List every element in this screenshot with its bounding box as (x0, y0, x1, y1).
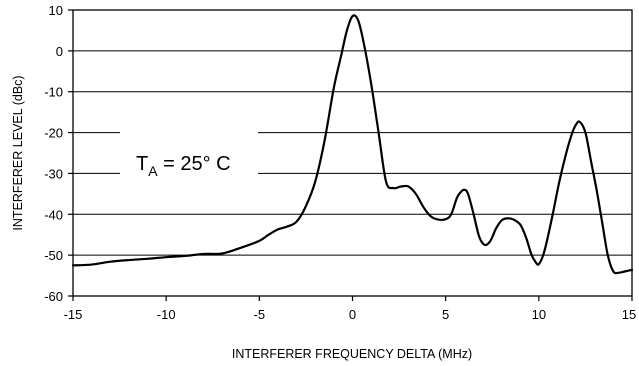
y-tick-label: -60 (44, 289, 63, 304)
series-line (71, 14, 634, 275)
x-tick-label: 5 (442, 307, 449, 322)
x-axis-ticks: -15 -10 -5 0 5 10 15 (64, 296, 636, 322)
y-tick-label: -20 (44, 126, 63, 141)
annotation-rest: = 25° C (158, 153, 231, 175)
y-axis-label: INTERFERER LEVEL (dBc) (11, 75, 25, 230)
x-tick-label: 15 (622, 307, 636, 322)
x-tick-label: -5 (254, 307, 266, 322)
y-tick-label: -40 (44, 207, 63, 222)
y-tick-label: 10 (49, 3, 63, 18)
x-tick-label: -15 (64, 307, 83, 322)
annotation-subscript: A (148, 163, 158, 179)
x-tick-label: -10 (157, 307, 176, 322)
annotation-main: T (136, 153, 148, 175)
x-tick-label: 0 (349, 307, 356, 322)
y-tick-label: -30 (44, 166, 63, 181)
temperature-annotation: TA = 25° C (136, 153, 231, 179)
y-tick-label: 0 (56, 44, 63, 59)
annotation-background (120, 125, 258, 193)
y-axis-ticks: 10 0 -10 -20 -30 -40 -50 -60 (44, 3, 73, 304)
x-axis-label: INTERFERER FREQUENCY DELTA (MHz) (232, 347, 472, 361)
y-tick-label: -50 (44, 248, 63, 263)
x-tick-label: 10 (532, 307, 546, 322)
y-tick-label: -10 (44, 85, 63, 100)
